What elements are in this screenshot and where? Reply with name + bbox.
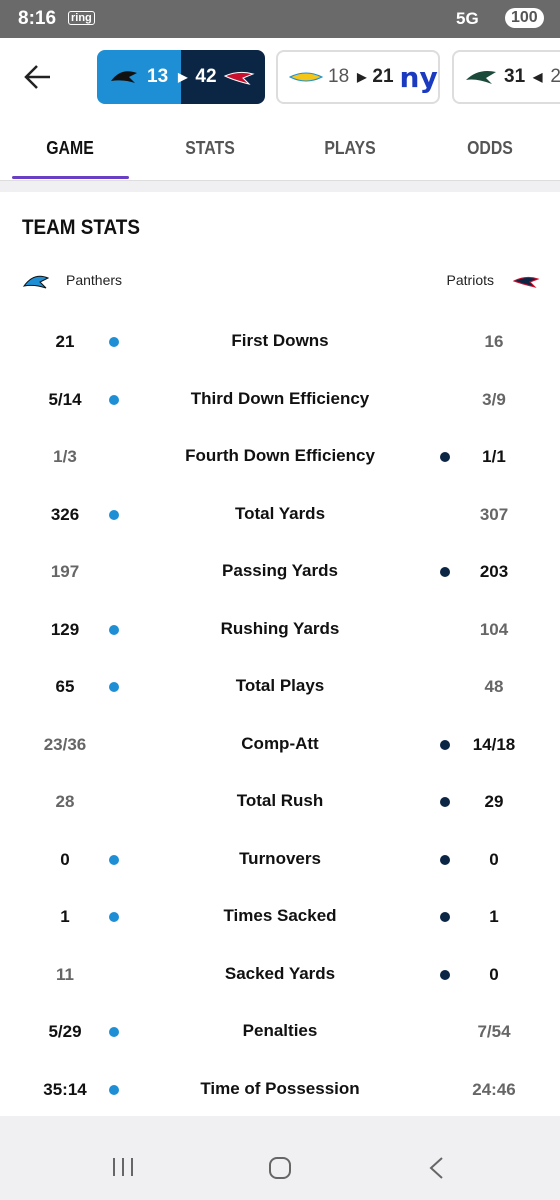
game-card[interactable]: 18 ▶ 21 ny	[276, 50, 440, 104]
stat-label: Times Sacked	[223, 906, 337, 925]
tab[interactable]: STATS	[185, 138, 235, 158]
home-leader-dot	[440, 452, 450, 462]
back-nav[interactable]	[428, 1156, 444, 1180]
home-score: 21	[372, 66, 394, 87]
divider	[0, 181, 560, 192]
stat-label: Total Yards	[234, 503, 326, 523]
home-value: 24:46	[472, 1079, 516, 1099]
tab[interactable]: PLAYS	[324, 138, 376, 158]
home-value: 14/18	[472, 734, 516, 754]
away-value: 197	[50, 562, 80, 581]
home-value: 104	[479, 619, 509, 639]
home-value: 203	[479, 562, 509, 581]
time: 8:16	[18, 8, 57, 29]
home-value: 16	[484, 332, 504, 351]
home-score: 2	[550, 66, 560, 87]
away-value: 35:14	[43, 1079, 87, 1099]
stat-label: Turnovers	[239, 848, 321, 868]
home-value: 0	[489, 964, 499, 984]
chargers-logo	[288, 72, 324, 82]
home-value: 307	[479, 504, 509, 524]
home-leader-dot	[440, 797, 450, 807]
away-value: 1	[60, 907, 70, 926]
header	[0, 38, 560, 118]
home-leader-dot	[440, 969, 450, 980]
home-value: 0	[489, 849, 499, 869]
back-button[interactable]	[24, 64, 52, 90]
away-value: 129	[50, 619, 80, 639]
section-title: TEAM STATS	[22, 216, 140, 239]
stat-label: Time of Possession	[200, 1078, 360, 1098]
arrow: ◀	[533, 70, 543, 84]
away-leader-dot	[109, 854, 119, 865]
home-value: 7/54	[477, 1022, 511, 1041]
patriots-logo	[223, 71, 255, 85]
giants-logo: ny	[399, 60, 438, 94]
away-value: 5/29	[48, 1022, 82, 1041]
stat-label: Passing Yards	[222, 561, 338, 580]
patriots-logo	[512, 276, 540, 288]
home-leader-dot	[440, 854, 450, 865]
away-leader-dot	[109, 912, 119, 922]
home-leader-dot	[440, 739, 450, 750]
away-team: Panthers	[66, 272, 123, 288]
stat-label: Rushing Yards	[220, 618, 340, 638]
away-value: 0	[60, 849, 70, 869]
away-score: 31	[504, 66, 526, 87]
tab[interactable]: GAME	[46, 138, 94, 158]
stat-label: Comp-Att	[241, 733, 319, 753]
app-icon: ring	[68, 11, 95, 25]
away-value: 23/36	[43, 734, 87, 754]
battery: 100	[505, 8, 544, 28]
away-leader-dot	[109, 394, 119, 405]
recent-apps[interactable]	[110, 1156, 136, 1178]
status-bar: 8:16 ring 5G 100	[0, 0, 560, 38]
away-leader-dot	[109, 1027, 119, 1037]
home-leader-dot	[440, 912, 450, 922]
arrow: ▶	[178, 70, 188, 84]
away-value: 1/3	[53, 447, 77, 466]
away-value: 28	[55, 792, 75, 811]
away-leader-dot	[109, 1084, 119, 1095]
nav-bar	[0, 1116, 560, 1200]
home-score: 42	[195, 66, 217, 87]
away-score: 18	[328, 66, 350, 87]
away-leader-dot	[109, 682, 119, 692]
game-card[interactable]: 13 ▶ 42	[97, 50, 265, 104]
stat-label: Third Down Efficiency	[190, 388, 370, 408]
away-leader-dot	[109, 624, 119, 635]
away-leader-dot	[109, 337, 119, 347]
stat-label: Total Plays	[235, 676, 325, 695]
stat-label: Penalties	[242, 1021, 318, 1040]
tab-bar: GAME STATS PLAYS ODDS	[0, 118, 560, 181]
home-value: 48	[484, 677, 504, 696]
away-value: 5/14	[48, 389, 82, 409]
home-value: 1/1	[482, 447, 506, 466]
home-leader-dot	[440, 567, 450, 577]
away-leader-dot	[109, 509, 119, 520]
stat-label: Fourth Down Efficiency	[185, 446, 375, 465]
game-card[interactable]: 31 ◀ 2	[452, 50, 560, 104]
panthers-logo	[111, 71, 137, 83]
active-indicator	[12, 176, 129, 179]
away-value: 21	[55, 332, 75, 351]
away-value: 11	[56, 964, 74, 984]
stat-label: Total Rush	[236, 791, 324, 810]
away-score: 13	[147, 66, 169, 87]
home-team: Patriots	[446, 272, 494, 288]
home-value: 1	[489, 907, 499, 926]
away-value: 326	[50, 504, 80, 524]
away-value: 65	[55, 677, 75, 696]
home-value: 3/9	[482, 389, 506, 409]
home-value: 29	[484, 792, 504, 811]
tab[interactable]: ODDS	[467, 138, 513, 158]
home-button[interactable]	[268, 1156, 292, 1180]
network: 5G	[456, 9, 479, 28]
stat-label: Sacked Yards	[224, 963, 336, 983]
stat-label: First Downs	[231, 331, 329, 350]
panthers-logo	[22, 275, 50, 289]
eagles-logo	[466, 71, 496, 84]
arrow: ▶	[357, 70, 367, 84]
